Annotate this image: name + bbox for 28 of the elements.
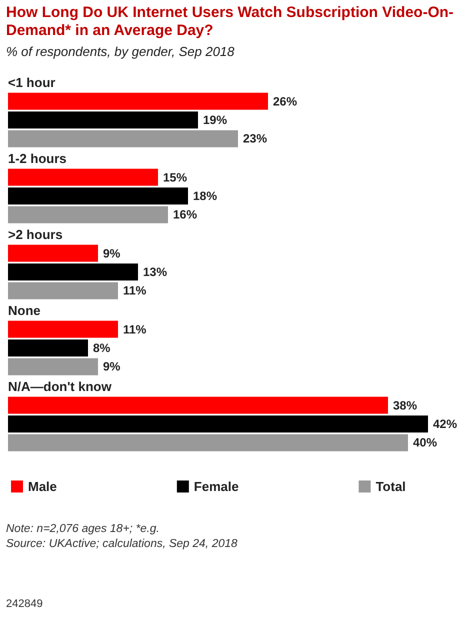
legend-label: Female bbox=[194, 479, 239, 494]
chart-title: How Long Do UK Internet Users Watch Subscription Video-On-Demand* in an Average Day? bbox=[6, 4, 455, 40]
data-label: 38% bbox=[393, 398, 418, 412]
source-note: Source: UKActive; calculations, Sep 24, 2018 bbox=[6, 538, 238, 550]
y-tick-label: 1-2 hours bbox=[8, 151, 67, 166]
text: 242849 bbox=[6, 598, 43, 610]
data-label: 18% bbox=[193, 189, 218, 203]
data-label: 8% bbox=[93, 341, 111, 355]
data-label: 19% bbox=[203, 113, 228, 127]
y-tick-label: >2 hours bbox=[8, 227, 63, 242]
data-label: 26% bbox=[273, 94, 298, 108]
legend-label: Total bbox=[376, 479, 406, 494]
data-label: 9% bbox=[103, 360, 121, 374]
y-tick-label: None bbox=[8, 303, 40, 318]
data-label: 42% bbox=[433, 417, 458, 431]
data-label: 9% bbox=[103, 246, 121, 260]
chart-subtitle: % of respondents, by gender, Sep 2018 bbox=[6, 44, 234, 59]
data-label: 13% bbox=[143, 265, 168, 279]
data-label: 23% bbox=[243, 132, 268, 146]
data-label: 11% bbox=[123, 284, 147, 298]
y-tick-label: <1 hour bbox=[8, 75, 56, 90]
text: Note: n=2,076 ages 18+; *e.g. bbox=[6, 523, 160, 535]
y-tick-label: N/A—don't know bbox=[8, 379, 112, 394]
data-label: 11% bbox=[123, 322, 147, 336]
data-label: 16% bbox=[173, 208, 198, 222]
data-label: 15% bbox=[163, 170, 188, 184]
legend-label: Male bbox=[28, 479, 57, 494]
data-label: 40% bbox=[413, 436, 438, 450]
